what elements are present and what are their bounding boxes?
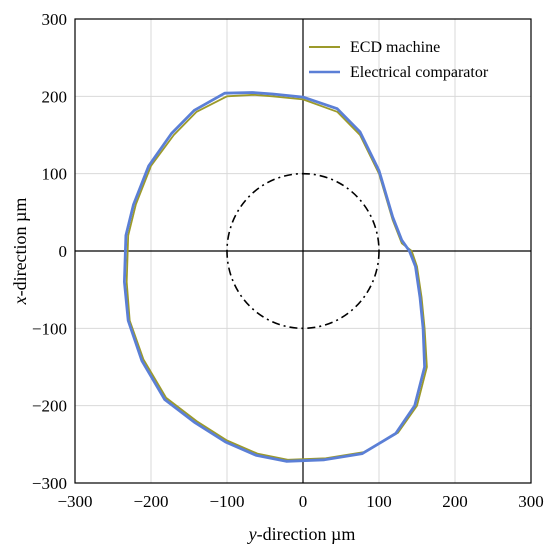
y-tick-label: −100: [32, 319, 67, 338]
legend: ECD machine Electrical comparator: [309, 39, 489, 81]
x-tick-label: 200: [442, 492, 468, 511]
plot-frame: [74, 18, 532, 484]
axes: [75, 19, 531, 483]
legend-label-comparator: Electrical comparator: [350, 64, 489, 81]
x-axis-label-rest: -direction µm: [257, 524, 356, 544]
x-tick-label: 0: [299, 492, 308, 511]
y-tick-label: −200: [32, 397, 67, 416]
y-axis-label: x-direction µm: [10, 198, 30, 306]
x-tick-label: −100: [209, 492, 244, 511]
y-tick-label: −300: [32, 474, 67, 493]
series-line-electrical-comparator: [123, 91, 426, 463]
y-tick-label: 100: [42, 165, 68, 184]
legend-label-ecd: ECD machine: [350, 39, 440, 56]
y-tick-label: 0: [59, 242, 68, 261]
y-axis-label-rest: -direction µm: [10, 198, 30, 297]
x-axis-label-var: y: [247, 524, 257, 544]
x-tick-label: 300: [518, 492, 544, 511]
x-tick-label: −300: [57, 492, 92, 511]
y-tick-label: 300: [42, 10, 68, 29]
y-tick-label: 200: [42, 87, 68, 106]
tick-labels: −300 −200 −100 0 100 200 300 −300 −200 −100 0 100 20…: [32, 10, 544, 511]
x-axis-label: y-direction µm: [247, 524, 356, 544]
y-axis-label-var: x: [10, 296, 30, 305]
series-lines: [123, 91, 428, 463]
x-tick-label: −200: [133, 492, 168, 511]
x-tick-label: 100: [366, 492, 392, 511]
reference-circle: [226, 172, 380, 330]
